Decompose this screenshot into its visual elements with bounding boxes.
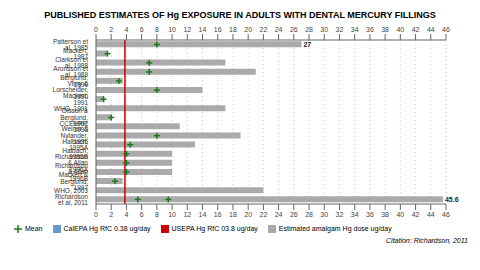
svg-text:44: 44 (427, 211, 435, 218)
svg-text:Olsson &Berglund,1992: Olsson &Berglund,1992 (60, 107, 88, 127)
svg-text:Vimy &Lorscheider,1990: Vimy &Lorscheider,1990 (53, 80, 89, 100)
svg-text:30: 30 (320, 211, 328, 218)
svg-text:10: 10 (168, 211, 176, 218)
svg-text:12: 12 (183, 211, 191, 218)
svg-text:Weiner &Nylander,1995: Weiner &Nylander,1995 (61, 125, 89, 145)
svg-text:20: 20 (244, 26, 252, 33)
svg-text:42: 42 (412, 26, 420, 33)
svg-text:42: 42 (412, 211, 420, 218)
svg-text:36: 36 (366, 211, 374, 218)
svg-text:4: 4 (124, 211, 128, 218)
svg-text:Richardsonet al, 2011: Richardsonet al, 2011 (55, 193, 88, 207)
svg-text:24: 24 (275, 211, 283, 218)
svg-text:32: 32 (336, 26, 344, 33)
svg-text:6: 6 (140, 211, 144, 218)
svg-text:26: 26 (290, 211, 298, 218)
svg-text:28: 28 (305, 211, 313, 218)
svg-text:38: 38 (381, 26, 389, 33)
svg-text:26: 26 (290, 26, 298, 33)
svg-text:2: 2 (109, 26, 113, 33)
svg-text:18: 18 (229, 211, 237, 218)
svg-text:45.6: 45.6 (445, 196, 459, 203)
svg-text:34: 34 (351, 26, 359, 33)
svg-text:4: 4 (124, 26, 128, 33)
svg-text:12: 12 (183, 26, 191, 33)
svg-text:16: 16 (214, 26, 222, 33)
svg-text:34: 34 (351, 211, 359, 218)
svg-text:22: 22 (259, 211, 267, 218)
svg-text:46: 46 (442, 26, 450, 33)
svg-text:32: 32 (336, 211, 344, 218)
svg-text:14: 14 (199, 26, 207, 33)
svg-text:46: 46 (442, 211, 450, 218)
svg-text:14: 14 (199, 211, 207, 218)
svg-text:28: 28 (305, 26, 313, 33)
svg-text:8: 8 (155, 26, 159, 33)
svg-text:6: 6 (140, 26, 144, 33)
svg-text:8: 8 (155, 211, 159, 218)
svg-text:10: 10 (168, 26, 176, 33)
svg-text:20: 20 (244, 211, 252, 218)
svg-text:40: 40 (396, 211, 404, 218)
svg-text:22: 22 (259, 26, 267, 33)
svg-text:44: 44 (427, 26, 435, 33)
svg-text:18: 18 (229, 26, 237, 33)
svg-text:2: 2 (109, 211, 113, 218)
svg-text:24: 24 (275, 26, 283, 33)
svg-text:16: 16 (214, 211, 222, 218)
svg-text:0: 0 (94, 211, 98, 218)
svg-text:0: 0 (94, 26, 98, 33)
svg-text:36: 36 (366, 26, 374, 33)
svg-text:40: 40 (396, 26, 404, 33)
svg-text:38: 38 (381, 211, 389, 218)
svg-text:30: 30 (320, 26, 328, 33)
svg-text:27: 27 (303, 41, 311, 48)
